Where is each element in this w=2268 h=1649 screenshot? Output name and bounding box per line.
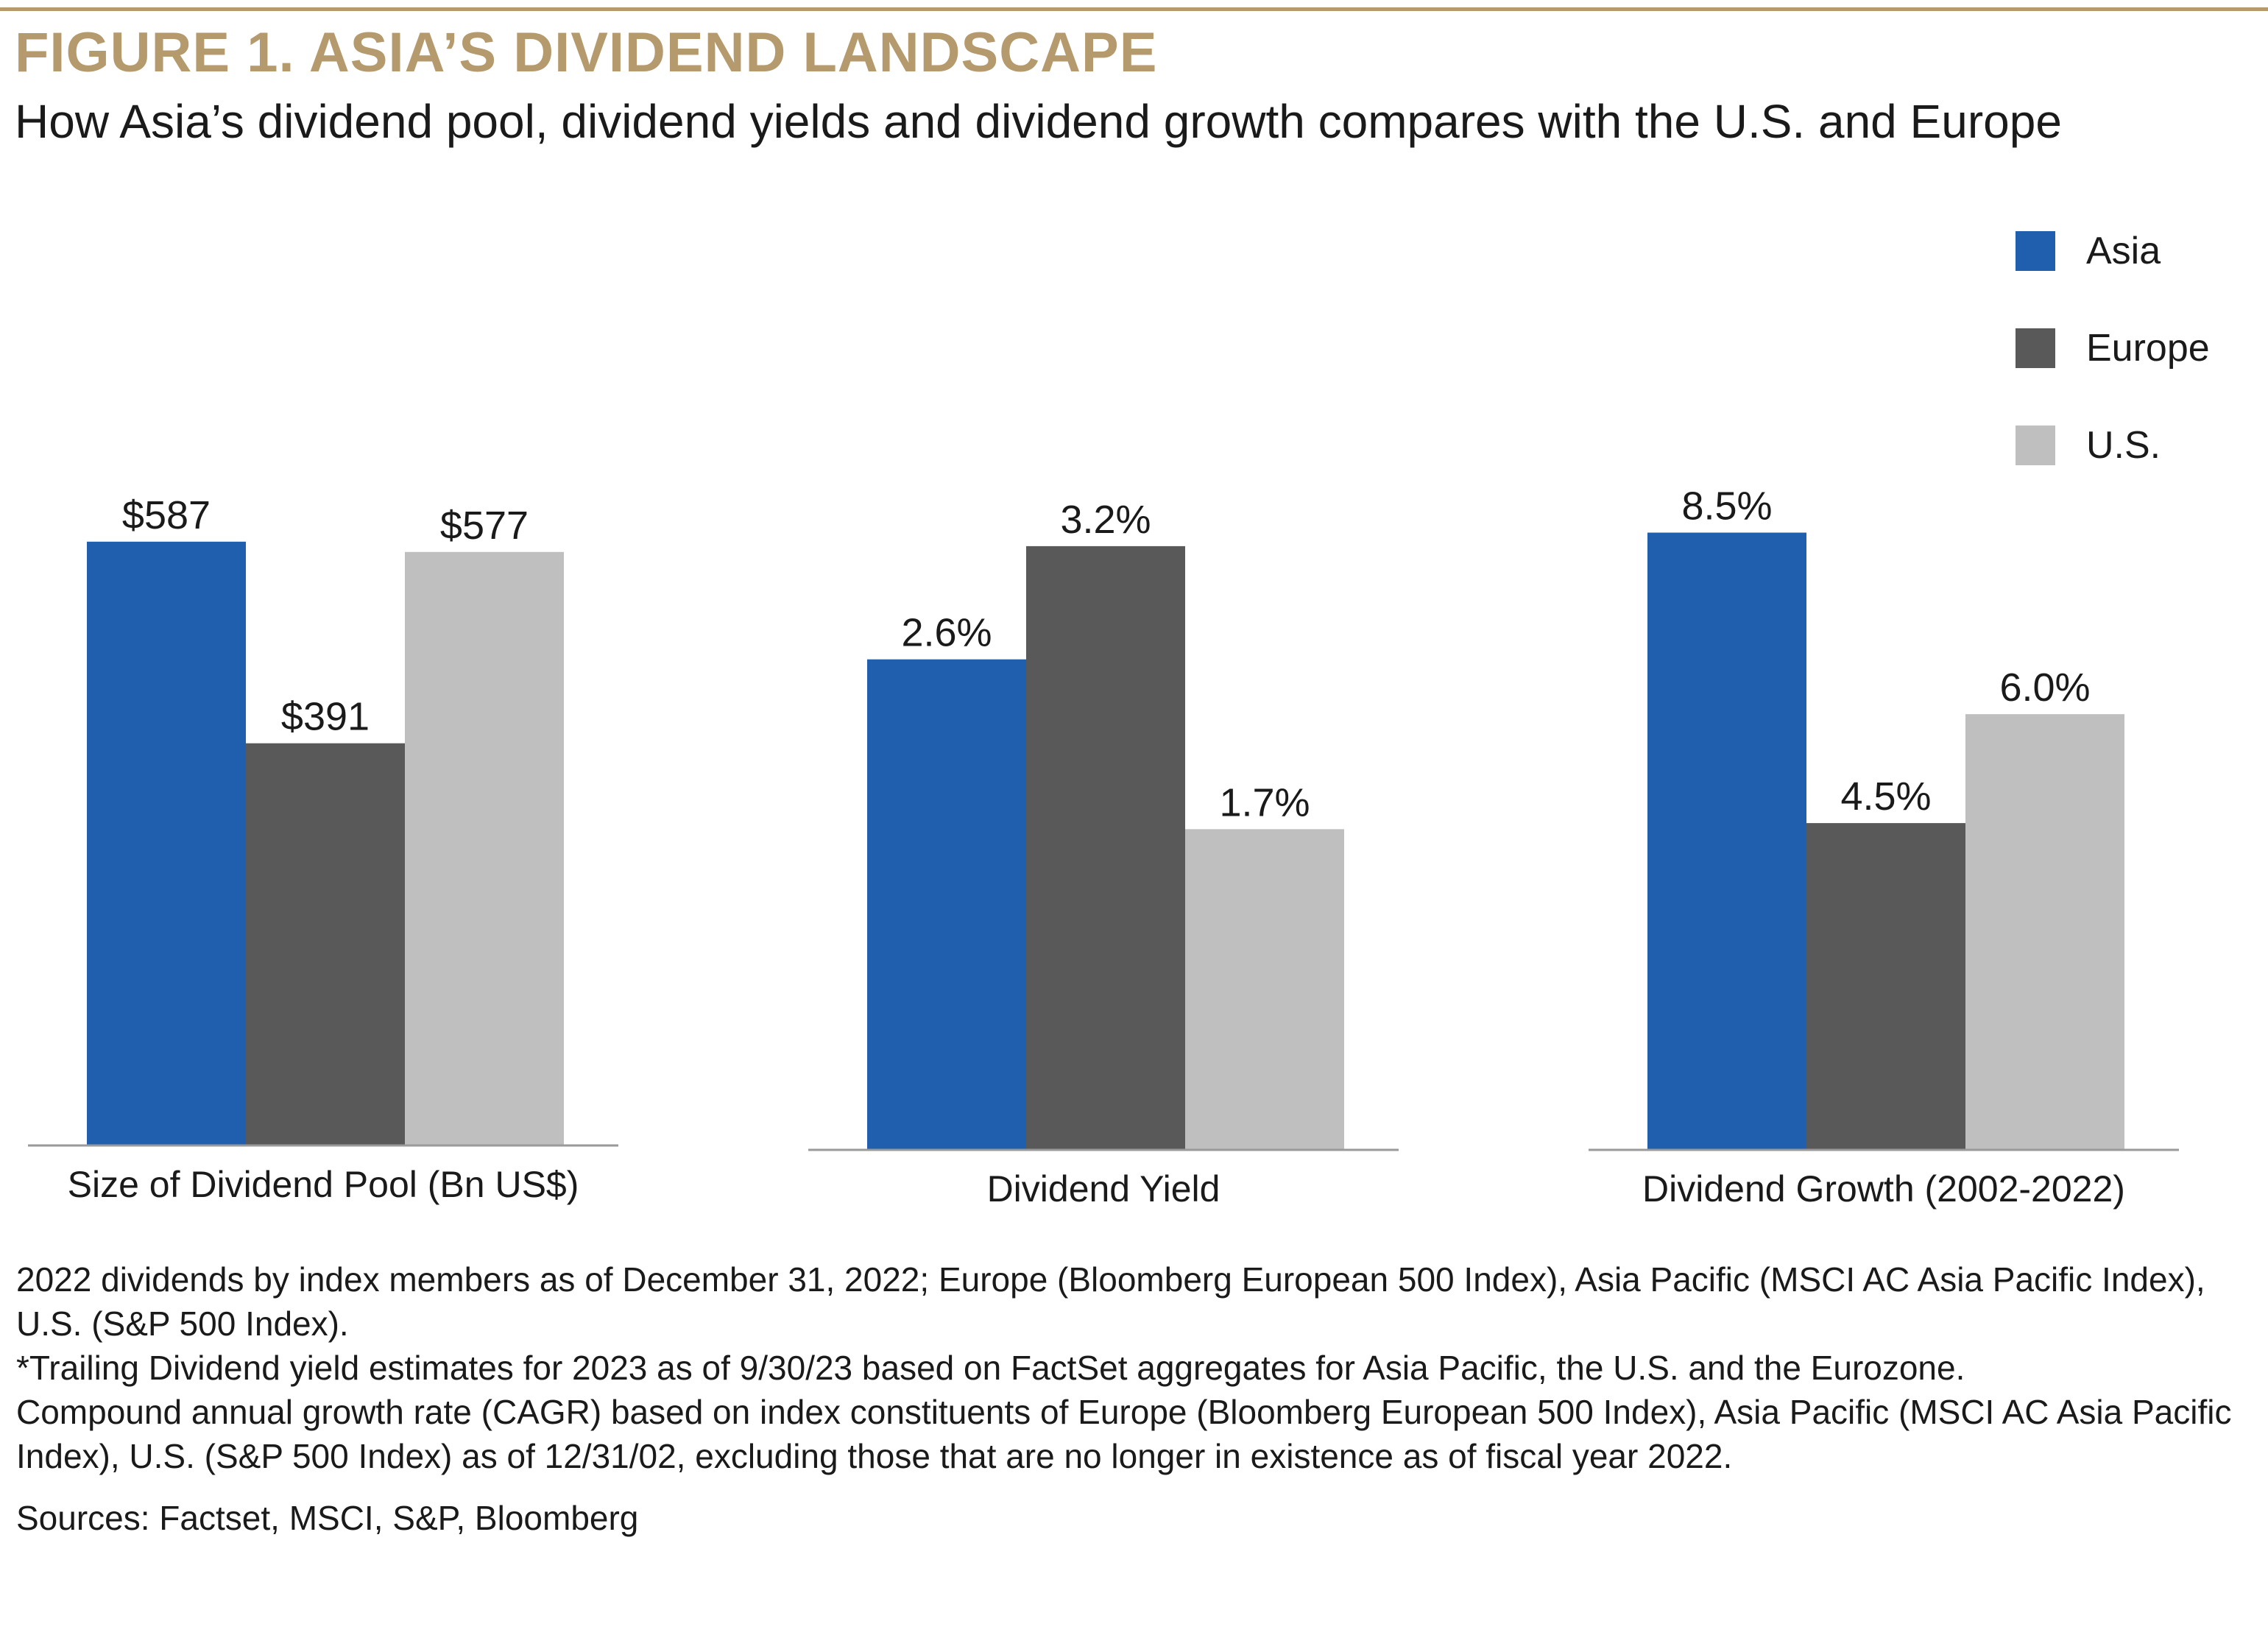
footnote-1: 2022 dividends by index members as of De… <box>16 1260 2205 1343</box>
footnotes: 2022 dividends by index members as of De… <box>16 1257 2239 1540</box>
data-label: $587 <box>122 493 211 537</box>
top-rule <box>0 7 2268 11</box>
bar-2-europe <box>1026 545 1185 1150</box>
sources-note: Sources: Factset, MSCI, S&P, Bloomberg <box>16 1499 639 1537</box>
bar-2-asia <box>867 659 1026 1150</box>
data-label: 3.2% <box>1060 498 1151 542</box>
data-label: $577 <box>440 504 529 548</box>
legend-swatch-us <box>2016 426 2055 465</box>
legend-swatch-europe <box>2016 328 2055 368</box>
legend-swatch-asia <box>2016 231 2055 271</box>
bar-1-us <box>405 551 564 1145</box>
category-label: Dividend Growth (2002-2022) <box>1642 1168 2125 1210</box>
bar-chart: $587 $391 $577 Size of Dividend Pool (Bn US… <box>28 230 2210 1210</box>
footnote-3: Compound annual growth rate (CAGR) based… <box>16 1393 2232 1475</box>
bar-3-us <box>1965 714 2124 1150</box>
legend-label: U.S. <box>2086 424 2161 467</box>
data-label: 6.0% <box>1999 665 2090 710</box>
legend-label: Asia <box>2086 230 2161 272</box>
bar-3-europe <box>1806 823 1965 1150</box>
legend-label: Europe <box>2086 327 2210 370</box>
data-label: 4.5% <box>1840 774 1931 819</box>
footnote-2: *Trailing Dividend yield estimates for 2… <box>16 1349 1965 1387</box>
figure-title: FIGURE 1. ASIA’S DIVIDEND LANDSCAPE <box>15 21 1158 84</box>
category-label: Size of Dividend Pool (Bn US$) <box>68 1164 579 1205</box>
bar-3-asia <box>1647 532 1806 1150</box>
data-label: 2.6% <box>901 611 992 655</box>
category-label: Dividend Yield <box>987 1168 1220 1210</box>
data-label: $391 <box>281 695 370 739</box>
figure-subtitle: How Asia’s dividend pool, dividend yield… <box>15 95 2062 148</box>
bar-1-asia <box>87 541 246 1145</box>
bar-1-europe <box>246 743 405 1145</box>
data-label: 1.7% <box>1219 780 1310 824</box>
data-label: 8.5% <box>1681 484 1772 529</box>
bar-2-us <box>1185 829 1344 1150</box>
